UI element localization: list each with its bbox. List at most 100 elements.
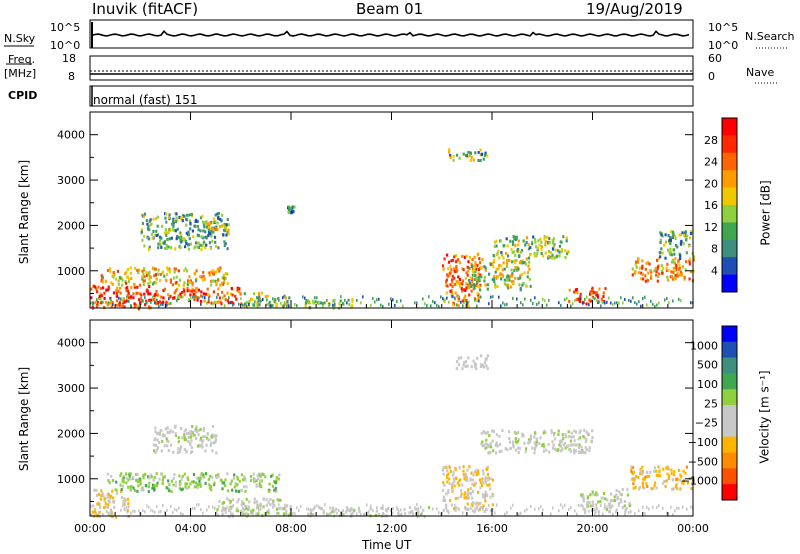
velocity-ytick-label-3: 4000 (57, 337, 85, 350)
power-echo-region-4 (140, 211, 230, 252)
velocity-colorbar-tick-1: 500 (697, 359, 718, 372)
freq-unit-label: [MHz] (4, 67, 37, 80)
power-colorbar-tick-0: 28 (704, 134, 718, 147)
velocity-colorbar-segment-3 (722, 373, 737, 390)
nsearch-tick-low: 10^0 (708, 39, 739, 52)
date-title: 19/Aug/2019 (586, 0, 683, 18)
x-axis-label: Time UT (362, 538, 412, 552)
power-colorbar-tick-2: 20 (704, 177, 718, 190)
velocity-colorbar-segment-1 (722, 341, 737, 358)
power-colorbar-segment-9 (722, 274, 737, 293)
cpid-mode-text: normal (fast) 151 (93, 93, 198, 107)
power-echo-region-13 (631, 257, 695, 283)
power-echo-region-14 (658, 230, 696, 261)
power-colorbar-tick-3: 16 (704, 199, 718, 212)
power-colorbar-tick-6: 4 (711, 264, 718, 277)
cpid-panel-frame (89, 85, 694, 107)
xtick-label-1: 04:00 (175, 522, 207, 535)
velocity-echo-region-9 (455, 354, 489, 371)
velocity-near-range-scatter (90, 503, 694, 516)
velocity-colorbar-tick-6: −500 (688, 455, 718, 468)
power-colorbar-segment-8 (722, 257, 737, 275)
velocity-colorbar-segment-8 (722, 452, 737, 469)
velocity-colorbar-tick-5: −100 (688, 436, 718, 449)
nsky-panel-frame (89, 19, 694, 49)
power-ytick-label-2: 3000 (57, 174, 85, 187)
power-colorbar-segment-0 (722, 118, 737, 136)
power-colorbar-tick-1: 24 (704, 156, 718, 169)
xtick-label-4: 16:00 (476, 522, 508, 535)
beam-title: Beam 01 (356, 0, 424, 18)
power-blob-layer (90, 148, 696, 311)
velocity-echo-region-7 (580, 487, 632, 514)
velocity-colorbar-segment-4 (722, 389, 737, 406)
freq-tick-low: 8 (68, 70, 75, 83)
station-title: Inuvik (fitACF) (92, 0, 199, 18)
nsky-tick-high: 10^5 (50, 21, 81, 34)
velocity-colorbar-tick-0: 1000 (690, 339, 718, 352)
nave-tick-low: 0 (708, 70, 715, 83)
velocity-colorbar-tick-7: −1000 (681, 475, 718, 488)
power-echo-region-9 (468, 257, 532, 292)
xtick-label-6: 00:00 (677, 522, 709, 535)
nave-label: Nave (746, 66, 775, 79)
xtick-label-3: 12:00 (376, 522, 408, 535)
velocity-colorbar-frame (721, 325, 738, 501)
power-echo-region-2 (152, 286, 243, 306)
velocity-colorbar-segment-10 (722, 484, 737, 501)
nsearch-label: N.Search (745, 30, 795, 43)
freq-label: Freq. (8, 53, 36, 66)
velocity-colorbar-tick-3: 25 (704, 397, 718, 410)
nsky-label: N.Sky (4, 32, 36, 45)
velocity-echo-region-1 (106, 472, 281, 494)
power-echo-region-11 (448, 148, 489, 162)
power-colorbar-segment-7 (722, 239, 737, 258)
velocity-colorbar-segment-2 (722, 357, 737, 374)
power-colorbar-segment-1 (722, 135, 737, 154)
velocity-colorbar-segment-7 (722, 436, 737, 453)
nsearch-tick-high: 10^5 (708, 21, 739, 34)
velocity-colorbar-segment-0 (722, 326, 737, 343)
power-panel-frame (89, 111, 694, 309)
velocity-panel-frame (89, 319, 694, 517)
power-colorbar-segment-4 (722, 187, 737, 206)
power-colorbar-tick-5: 8 (711, 243, 718, 256)
velocity-colorbar-tick-2: 100 (697, 378, 718, 391)
power-colorbar-segment-6 (722, 222, 737, 241)
freq-tick-high: 18 (62, 52, 76, 65)
power-echo-region-10 (492, 235, 570, 260)
velocity-echo-region-5 (441, 465, 495, 514)
power-colorbar-frame (721, 117, 738, 293)
nsky-trace (91, 29, 690, 37)
velocity-colorbar-segment-6 (722, 420, 737, 438)
power-ytick-label-3: 4000 (57, 129, 85, 142)
freq-panel-frame (89, 55, 694, 81)
velocity-echo-region-6 (480, 428, 594, 455)
xtick-label-2: 08:00 (275, 522, 307, 535)
xtick-label-5: 20:00 (577, 522, 609, 535)
velocity-colorbar-tick-4: −25 (695, 417, 718, 430)
power-echo-region-6 (287, 205, 296, 215)
velocity-ytick-label-2: 3000 (57, 382, 85, 395)
cpid-label: CPID (8, 89, 38, 102)
nave-tick-high: 60 (708, 52, 722, 65)
velocity-echo-region-0 (90, 488, 130, 519)
xtick-label-0: 00:00 (74, 522, 106, 535)
velocity-blob-layer (90, 354, 696, 519)
nsky-tick-low: 10^0 (50, 39, 81, 52)
velocity-echo-region-8 (630, 465, 696, 491)
power-ytick-label-1: 2000 (57, 219, 85, 232)
power-ytick-label-0: 1000 (57, 265, 85, 278)
velocity-colorbar-segment-9 (722, 468, 737, 485)
power-colorbar-segment-5 (722, 205, 737, 223)
power-colorbar-segment-3 (722, 170, 737, 188)
power-colorbar-tick-4: 12 (704, 221, 718, 234)
velocity-colorbar-segment-5 (722, 405, 737, 422)
power-near-range-scatter (90, 295, 694, 308)
velocity-ytick-label-0: 1000 (57, 473, 85, 486)
power-echo-region-5 (203, 221, 230, 232)
power-echo-region-1 (100, 266, 229, 287)
velocity-ytick-label-1: 2000 (57, 427, 85, 440)
power-colorbar-segment-2 (722, 152, 737, 171)
